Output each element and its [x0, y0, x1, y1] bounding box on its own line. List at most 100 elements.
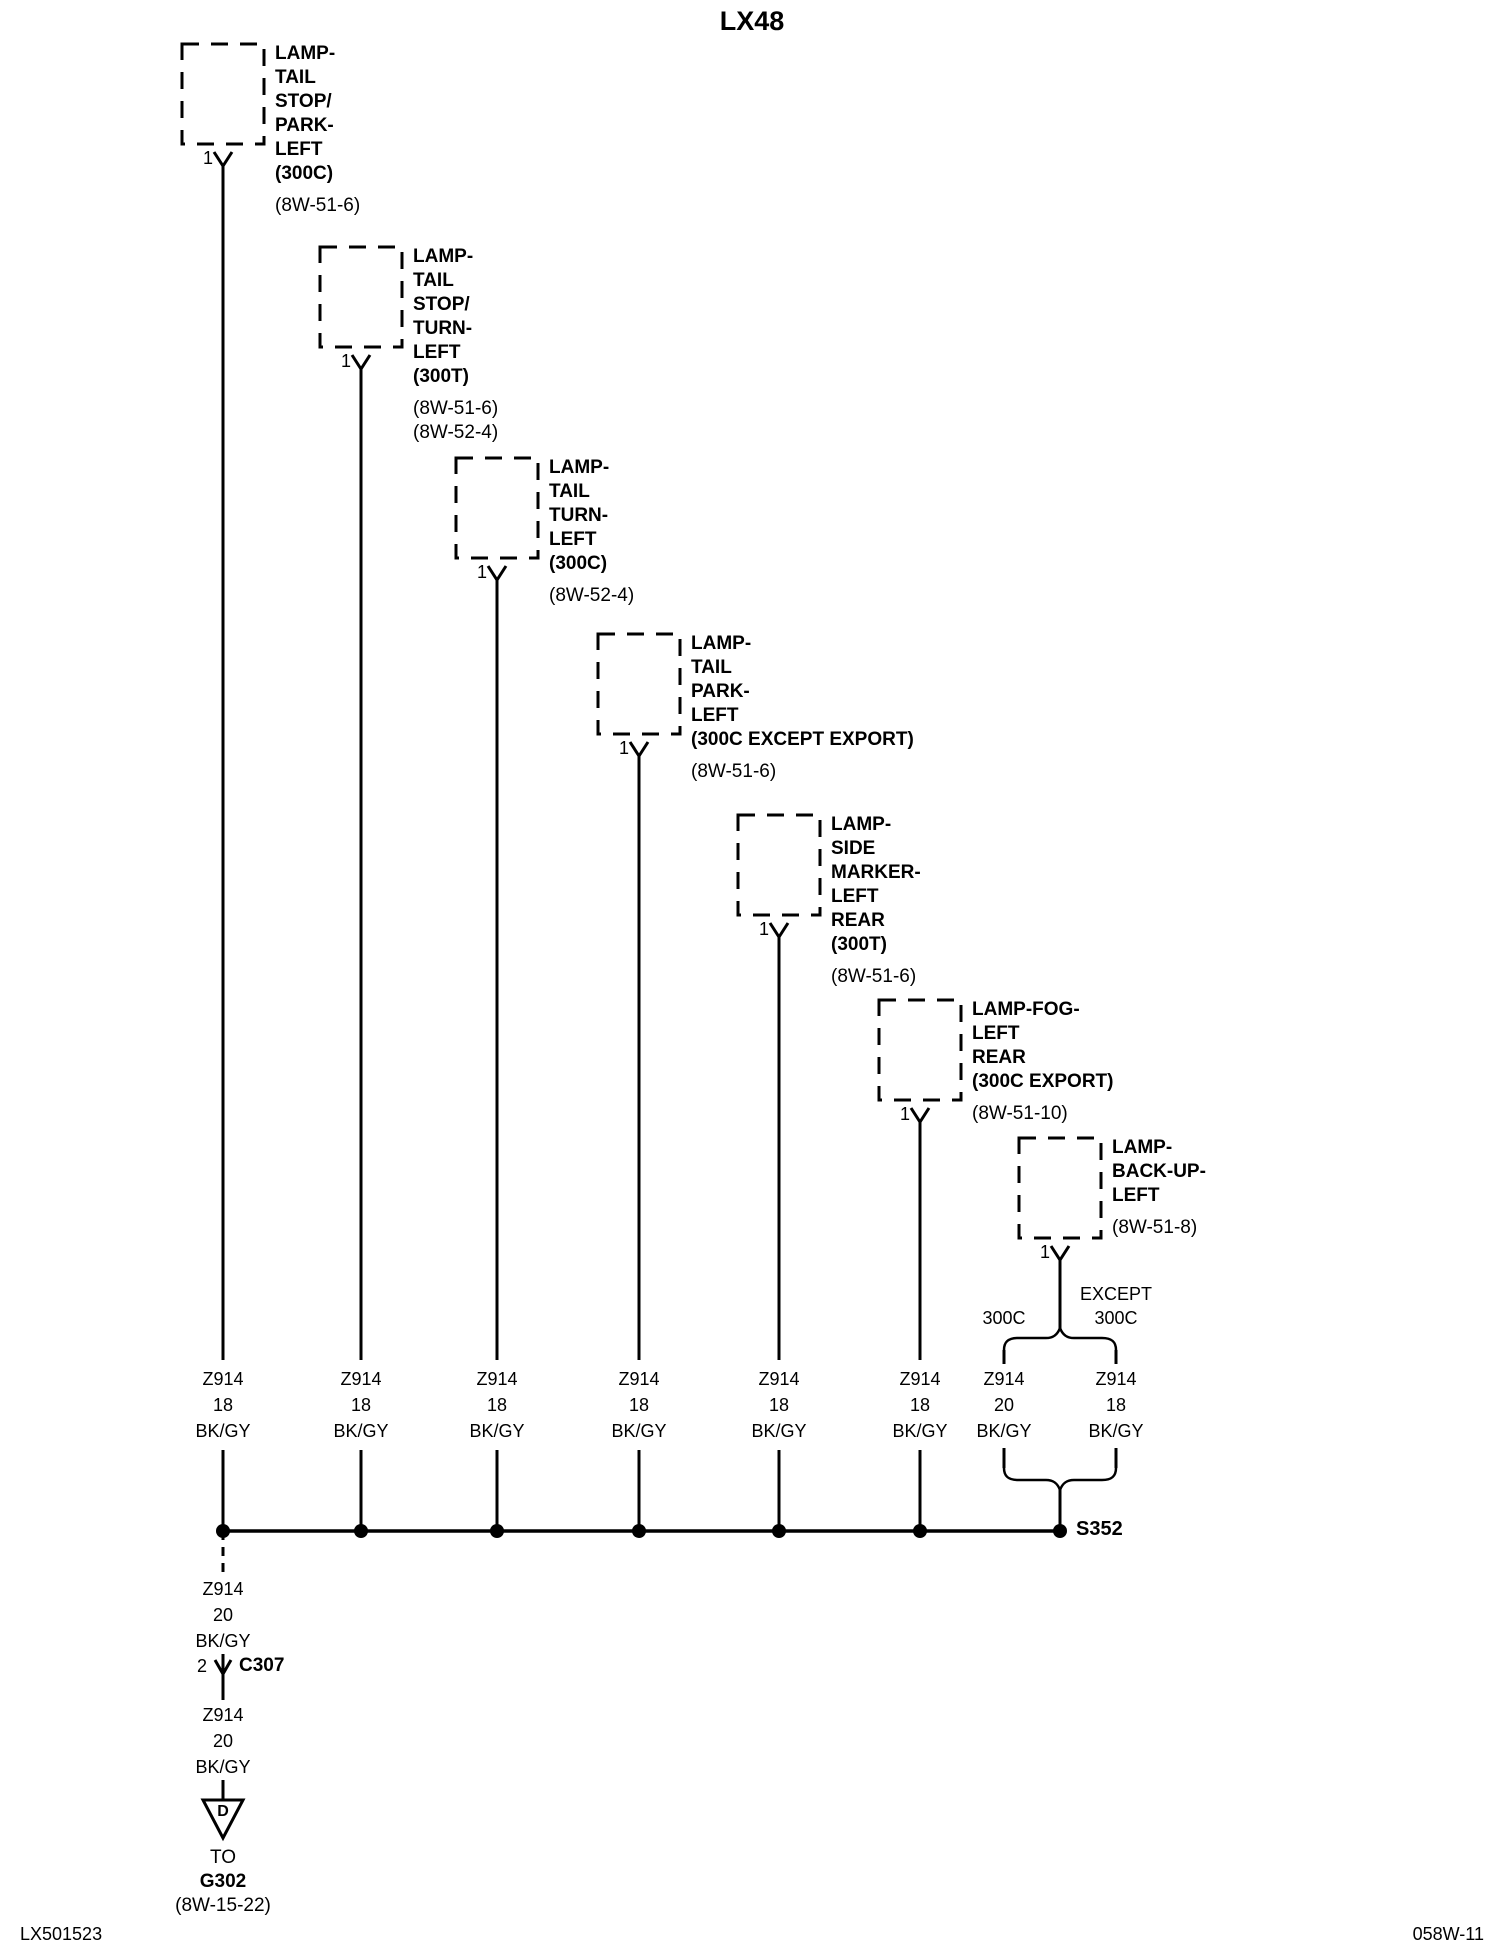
- wire-7-left-label: Z914 20 BK/GY: [959, 1366, 1049, 1444]
- connector-1-name-line: LAMP-: [275, 43, 336, 64]
- ground-lower-color: BK/GY: [195, 1757, 251, 1777]
- wire-3-label: Z914 18 BK/GY: [452, 1366, 542, 1444]
- ground-symbol-triangle: [200, 1798, 246, 1842]
- connector-2-name-line: LEFT: [413, 342, 461, 363]
- wire-4-label: Z914 18 BK/GY: [594, 1366, 684, 1444]
- connector-box-lamp-fog-left-rear: [877, 998, 963, 1102]
- connector-2-name-line: TURN-: [413, 318, 473, 339]
- pin-symbol-2: [350, 354, 372, 372]
- connector-5-name-line: LAMP-: [831, 814, 892, 835]
- wire-7-right-label: Z914 18 BK/GY: [1071, 1366, 1161, 1444]
- connector-3-name-line: TAIL: [549, 481, 590, 502]
- ground-upper-circuit: Z914: [202, 1579, 244, 1599]
- wire-6-color: BK/GY: [892, 1421, 948, 1441]
- wire-4-gauge: 18: [628, 1395, 650, 1415]
- connector-7-name-line: BACK-UP-: [1112, 1161, 1206, 1182]
- connector-1-label-block: LAMP- TAIL STOP/ PARK- LEFT (300C) (8W-5…: [275, 42, 360, 218]
- connector-box-lamp-side-marker-left-rear: [736, 813, 822, 917]
- connector-6-name-line: REAR: [972, 1047, 1026, 1068]
- wire-3-gauge: 18: [486, 1395, 508, 1415]
- wire-3-circuit: Z914: [476, 1369, 518, 1389]
- wire-5-color: BK/GY: [751, 1421, 807, 1441]
- connector-1-name-line: PARK-: [275, 115, 334, 136]
- splice-dot-6: [913, 1524, 927, 1538]
- c307-connector-label: C307: [239, 1655, 285, 1676]
- wire-1-gauge: 18: [212, 1395, 234, 1415]
- ground-symbol-letter: D: [217, 1803, 229, 1820]
- wire-6-label: Z914 18 BK/GY: [875, 1366, 965, 1444]
- connector-3-name-line: LAMP-: [549, 457, 610, 478]
- connector-1-ref: (8W-51-6): [275, 195, 361, 216]
- branch-right-variant-line: 300C: [1094, 1308, 1138, 1328]
- wire-5-label: Z914 18 BK/GY: [734, 1366, 824, 1444]
- connector-7-label-block: LAMP- BACK-UP- LEFT (8W-51-8): [1112, 1136, 1206, 1240]
- connector-5-name-line: MARKER-: [831, 862, 921, 883]
- connector-3-pin-number: 1: [476, 562, 487, 582]
- connector-2-ref: (8W-51-6): [413, 398, 499, 419]
- connector-2-name-line: LAMP-: [413, 246, 474, 267]
- ground-to-label: TO: [209, 1847, 237, 1868]
- connector-1-pin-number: 1: [202, 148, 213, 168]
- ground-lower-circuit: Z914: [202, 1705, 244, 1725]
- connector-box-lamp-tail-stop-park-left: [180, 42, 266, 146]
- wire-7-right-color: BK/GY: [1088, 1421, 1144, 1441]
- connector-2-ref: (8W-52-4): [413, 422, 499, 443]
- pin-symbol-7: [1049, 1245, 1071, 1263]
- pin-symbol-1: [212, 151, 234, 169]
- wire-2-label: Z914 18 BK/GY: [316, 1366, 406, 1444]
- connector-7-pin-number: 1: [1039, 1242, 1050, 1262]
- footer-left-code: LX501523: [20, 1924, 103, 1944]
- wire-2-circuit: Z914: [340, 1369, 382, 1389]
- splice-dot-1: [216, 1524, 230, 1538]
- connector-2-pin-number: 1: [340, 351, 351, 371]
- wire-1-label: Z914 18 BK/GY: [178, 1366, 268, 1444]
- connector-6-name-line: LEFT: [972, 1023, 1020, 1044]
- splice-dot-4: [632, 1524, 646, 1538]
- connector-1-name-line: STOP/: [275, 91, 332, 112]
- branch-left-variant-line: 300C: [982, 1308, 1026, 1328]
- ground-lower-wire-label: Z914 20 BK/GY: [178, 1702, 268, 1780]
- connector-1-name-line: (300C): [275, 163, 334, 184]
- wire-4-color: BK/GY: [611, 1421, 667, 1441]
- connector-box-lamp-tail-park-left: [596, 632, 682, 736]
- connector-5-name-line: (300T): [831, 934, 887, 955]
- connector-box-lamp-back-up-left: [1017, 1136, 1103, 1240]
- pin-symbol-4: [628, 741, 650, 759]
- splice-dot-3: [490, 1524, 504, 1538]
- connector-4-label-block: LAMP- TAIL PARK- LEFT (300C EXCEPT EXPOR…: [691, 632, 914, 784]
- ground-id-label: G302: [199, 1871, 247, 1892]
- wire-7-right-gauge: 18: [1105, 1395, 1127, 1415]
- wire-1-circuit: Z914: [202, 1369, 244, 1389]
- branch-split-brace: [1002, 1324, 1118, 1351]
- connector-6-name-line: (300C EXPORT): [972, 1071, 1114, 1092]
- branch-left-variant-label: 300C: [959, 1306, 1049, 1330]
- branch-right-variant-label: EXCEPT 300C: [1071, 1282, 1161, 1330]
- connector-6-ref: (8W-51-10): [972, 1103, 1068, 1124]
- connector-4-name-line: LEFT: [691, 705, 739, 726]
- wire-5-gauge: 18: [768, 1395, 790, 1415]
- connector-6-label-block: LAMP-FOG- LEFT REAR (300C EXPORT) (8W-51…: [972, 998, 1113, 1126]
- connector-4-ref: (8W-51-6): [691, 761, 777, 782]
- splice-dot-2: [354, 1524, 368, 1538]
- wire-2-gauge: 18: [350, 1395, 372, 1415]
- connector-3-name-line: (300C): [549, 553, 608, 574]
- footer-right-code: 058W-11: [1412, 1924, 1484, 1944]
- wire-6-circuit: Z914: [899, 1369, 941, 1389]
- connector-7-name-line: LAMP-: [1112, 1137, 1173, 1158]
- c307-pin-symbol: [213, 1659, 233, 1678]
- connector-5-name-line: SIDE: [831, 838, 876, 859]
- connector-5-name-line: LEFT: [831, 886, 879, 907]
- wire-5-circuit: Z914: [758, 1369, 800, 1389]
- connector-1-name-line: TAIL: [275, 67, 316, 88]
- connector-3-name-line: LEFT: [549, 529, 597, 550]
- ground-upper-wire-label: Z914 20 BK/GY: [178, 1576, 268, 1654]
- connector-6-name-line: LAMP-FOG-: [972, 999, 1080, 1020]
- connector-4-name-line: TAIL: [691, 657, 732, 678]
- connector-5-pin-number: 1: [758, 919, 769, 939]
- connector-2-name-line: (300T): [413, 366, 469, 387]
- connector-2-name-line: TAIL: [413, 270, 454, 291]
- connector-4-name-line: LAMP-: [691, 633, 752, 654]
- splice-dot-5: [772, 1524, 786, 1538]
